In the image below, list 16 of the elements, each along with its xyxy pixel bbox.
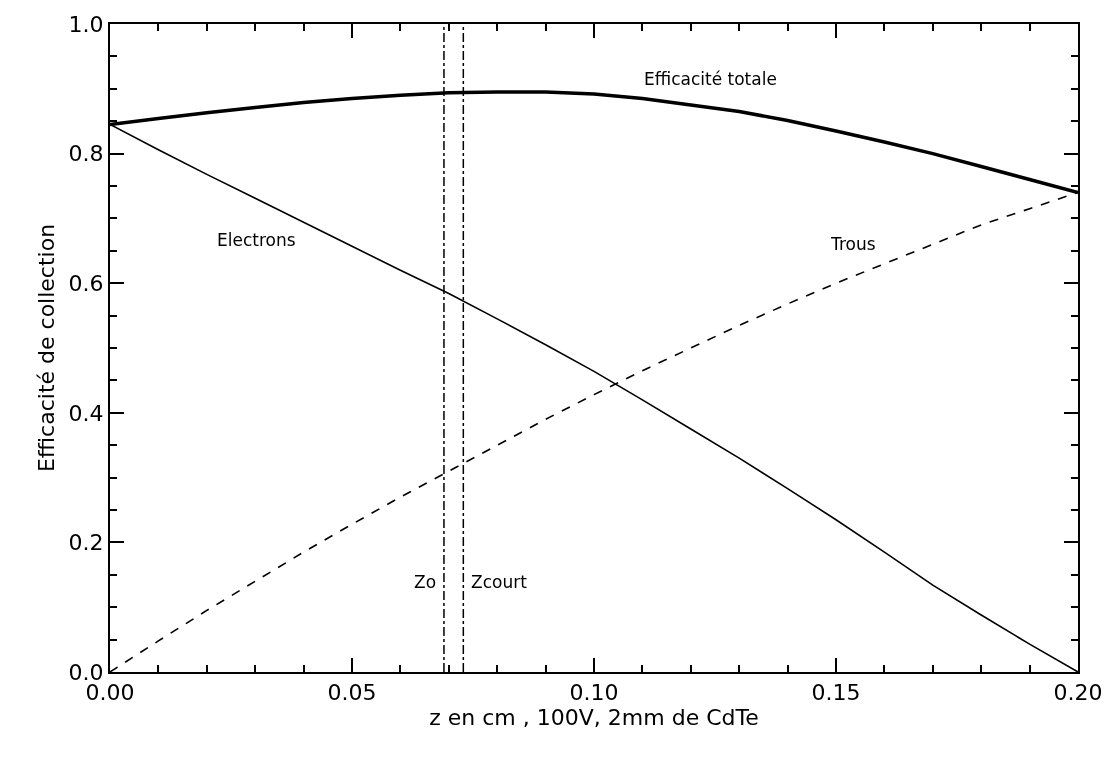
y-tick-label: 0.8 <box>68 141 104 167</box>
x-tick-label: 0.10 <box>569 680 619 706</box>
y-tick-label: 0.4 <box>68 400 104 426</box>
series-label: Efficacité totale <box>644 69 777 89</box>
x-axis-title: z en cm , 100V, 2mm de CdTe <box>429 705 759 731</box>
ref-line-label: Zcourt <box>471 572 528 592</box>
y-tick-label: 0.2 <box>68 530 104 556</box>
y-tick-label: 1.0 <box>68 11 104 37</box>
x-tick-label: 0.15 <box>811 680 861 706</box>
y-tick-label: 0.6 <box>68 270 104 296</box>
ref-line-label: Zo <box>414 572 437 592</box>
x-tick-label: 0.20 <box>1053 680 1103 706</box>
series-label: Trous <box>830 234 876 254</box>
series-label: Electrons <box>217 230 296 250</box>
x-tick-label: 0.05 <box>327 680 377 706</box>
y-axis-title: Efficacité de collection <box>33 223 59 473</box>
